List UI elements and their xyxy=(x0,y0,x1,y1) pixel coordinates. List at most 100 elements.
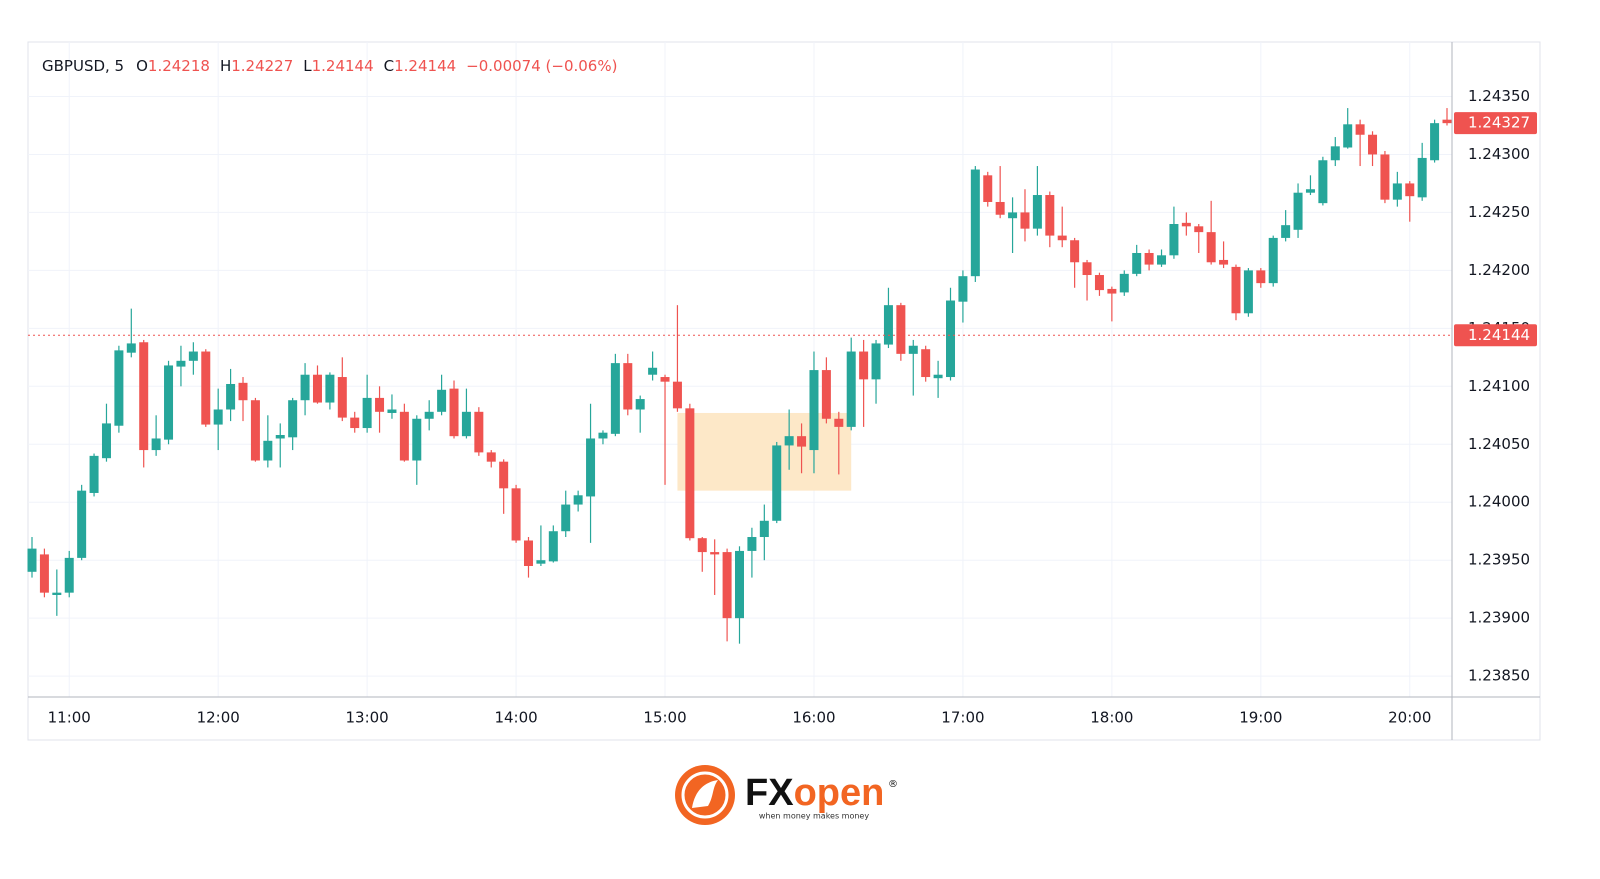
candle xyxy=(412,415,422,485)
candle-body xyxy=(735,550,744,619)
candle-body xyxy=(722,552,732,619)
candle xyxy=(300,363,310,416)
candle-body xyxy=(1194,226,1204,233)
candle-body xyxy=(126,343,136,353)
candle xyxy=(759,504,769,561)
registered-mark: ® xyxy=(888,779,898,790)
candle-body xyxy=(1405,183,1415,197)
candle-body xyxy=(461,411,471,437)
candle xyxy=(325,372,335,410)
candle xyxy=(39,548,49,598)
candle xyxy=(89,453,99,497)
candle xyxy=(238,377,248,422)
candle xyxy=(660,374,670,485)
candle-body xyxy=(375,397,385,412)
candle xyxy=(1417,142,1427,201)
candle-body xyxy=(685,408,695,539)
candle-body xyxy=(1119,273,1129,293)
candle xyxy=(474,407,484,456)
ohlc-value: 1.24144 xyxy=(394,57,456,75)
candle-body xyxy=(1032,195,1042,229)
candle-body xyxy=(1169,224,1179,256)
candle-body xyxy=(536,560,546,564)
candle-body xyxy=(1281,225,1291,238)
candle xyxy=(859,339,869,427)
candle xyxy=(523,537,533,578)
candle xyxy=(586,403,596,543)
candle-body xyxy=(610,363,620,434)
candle xyxy=(1318,156,1328,206)
wordmark: FXopen xyxy=(745,772,884,814)
candle-body xyxy=(1057,235,1067,241)
candle xyxy=(1082,259,1092,301)
candle-body xyxy=(437,389,447,412)
x-tick-label: 18:00 xyxy=(1090,709,1133,727)
candle xyxy=(312,365,322,404)
candle xyxy=(1169,206,1179,259)
candle-body xyxy=(449,388,459,437)
candle-body xyxy=(1020,212,1030,229)
candle xyxy=(114,345,124,433)
candle-body xyxy=(710,552,720,555)
candle-body xyxy=(275,435,285,439)
candle-body xyxy=(64,557,74,593)
candle xyxy=(27,537,37,578)
y-tick-label: 1.24200 xyxy=(1468,261,1530,279)
candle-body xyxy=(821,370,831,419)
candle xyxy=(77,484,87,561)
candle-body xyxy=(300,374,310,401)
candle xyxy=(201,349,211,427)
candle-body xyxy=(89,455,99,493)
candle xyxy=(573,490,583,512)
candle xyxy=(1405,181,1415,222)
candle xyxy=(1293,183,1303,238)
candle-body xyxy=(263,440,273,461)
candle xyxy=(772,441,782,524)
ohlc-value: 1.24227 xyxy=(231,57,293,75)
candle xyxy=(846,337,856,431)
candle-body xyxy=(561,504,571,532)
candle-body xyxy=(1430,123,1440,161)
candle-body xyxy=(101,423,111,459)
candle xyxy=(52,569,62,616)
candle xyxy=(1132,244,1142,277)
candle-body xyxy=(784,436,794,446)
candle xyxy=(1057,206,1067,248)
candle xyxy=(1380,150,1390,204)
x-tick-label: 13:00 xyxy=(346,709,389,727)
y-tick-label: 1.23850 xyxy=(1468,667,1530,685)
candle xyxy=(1119,270,1129,296)
logo: FXopen ® when money makes money xyxy=(675,765,898,825)
candle-body xyxy=(238,382,248,401)
candle-body xyxy=(1094,275,1104,291)
candle-body xyxy=(362,397,372,429)
candle xyxy=(970,166,980,282)
candle-body xyxy=(1343,124,1353,148)
candle-body xyxy=(350,417,360,429)
candle xyxy=(64,550,74,598)
candle-body xyxy=(1144,252,1154,265)
candle xyxy=(946,287,956,381)
ohlc-label: H xyxy=(220,57,231,75)
change: −0.00074 (−0.06%) xyxy=(466,57,617,75)
candle xyxy=(1008,197,1018,253)
candle xyxy=(1281,210,1291,242)
candle xyxy=(1157,249,1167,267)
candle-body xyxy=(1268,237,1278,284)
candle xyxy=(598,430,608,445)
candle xyxy=(623,353,633,416)
candle-body xyxy=(39,554,49,593)
candle xyxy=(213,388,223,451)
candle xyxy=(983,171,993,207)
candle-body xyxy=(635,399,645,410)
candle-body xyxy=(548,531,558,562)
candle xyxy=(548,525,558,563)
candle xyxy=(486,450,496,468)
candle-body xyxy=(995,201,1005,215)
candle-body xyxy=(1231,266,1241,314)
y-tick-label: 1.23950 xyxy=(1468,551,1530,569)
candle-body xyxy=(586,438,596,497)
price-marker-label: 1.24327 xyxy=(1468,114,1530,132)
candle-body xyxy=(660,377,670,382)
candle-body xyxy=(983,175,993,202)
